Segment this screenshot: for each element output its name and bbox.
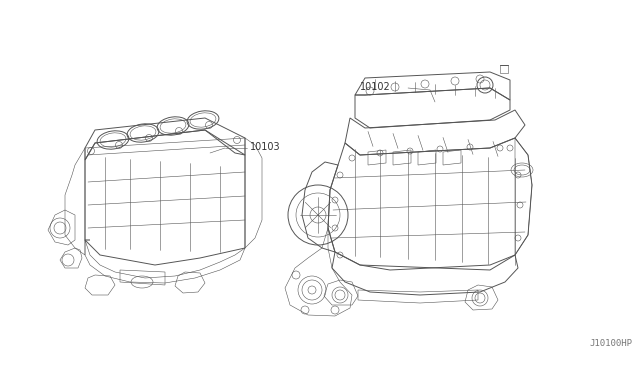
Text: 10103: 10103 (250, 142, 280, 152)
Text: J10100HP: J10100HP (589, 339, 632, 348)
Text: 10102: 10102 (360, 82, 391, 92)
